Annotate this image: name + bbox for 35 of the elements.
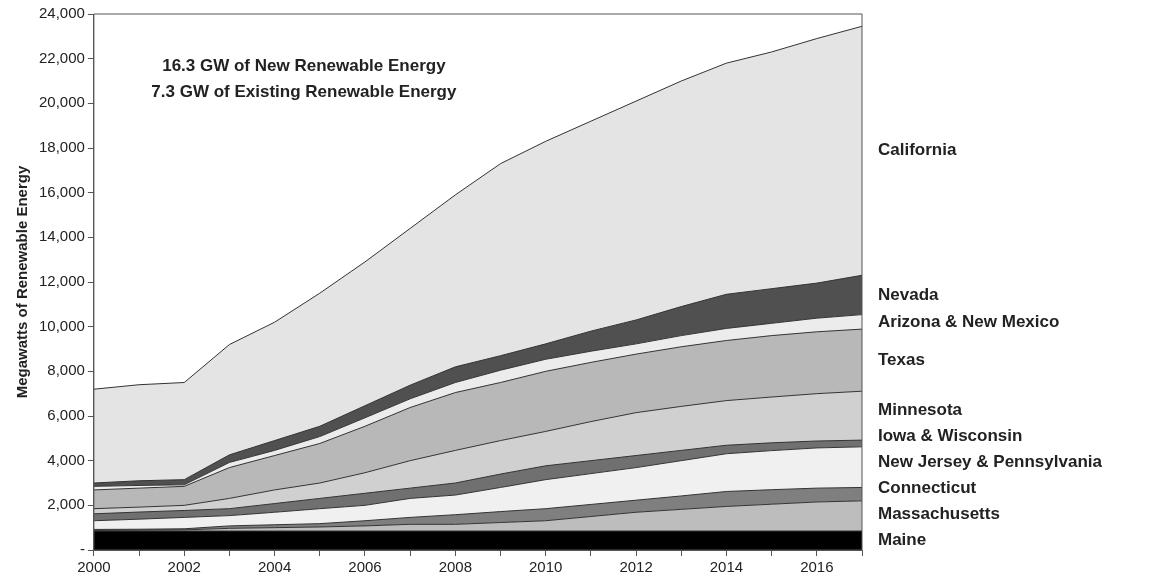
series-label: Iowa & Wisconsin — [878, 426, 1023, 446]
y-tick-label: 20,000 — [38, 93, 85, 111]
x-tick-label: 2000 — [77, 558, 111, 576]
x-tick-label: 2006 — [348, 558, 382, 576]
y-tick-label: 16,000 — [38, 182, 85, 200]
y-tick-label: 4,000 — [47, 450, 85, 468]
x-tick-label: 2016 — [800, 558, 834, 576]
y-tick-label: 12,000 — [38, 272, 85, 290]
series-label: Nevada — [878, 284, 940, 304]
y-tick-label: 22,000 — [38, 48, 85, 66]
series-label: Minnesota — [878, 400, 963, 420]
annotation: 7.3 GW of Existing Renewable Energy — [151, 81, 457, 101]
y-tick-label: 10,000 — [38, 316, 85, 334]
series-label: California — [878, 140, 957, 160]
x-tick-label: 2010 — [529, 558, 563, 576]
annotation: 16.3 GW of New Renewable Energy — [162, 55, 447, 75]
y-axis-title: Megawatts of Renewable Energy — [13, 165, 31, 399]
y-tick-label: 24,000 — [38, 4, 85, 22]
x-tick-label: 2012 — [619, 558, 653, 576]
series-label: New Jersey & Pennsylvania — [878, 452, 1103, 472]
x-tick-label: 2014 — [709, 558, 744, 576]
series-label: Texas — [878, 349, 925, 369]
y-tick-label: 14,000 — [38, 227, 85, 245]
series-label: Massachusetts — [878, 504, 1000, 524]
y-tick-label: 18,000 — [38, 138, 85, 156]
y-tick-label: 8,000 — [47, 361, 85, 379]
series-label: Arizona & New Mexico — [878, 311, 1060, 331]
series-label: Maine — [878, 530, 927, 550]
y-tick-label: - — [79, 540, 85, 558]
x-tick-label: 2004 — [257, 558, 292, 576]
x-tick-label: 2008 — [438, 558, 473, 576]
x-tick-label: 2002 — [167, 558, 201, 576]
y-tick-label: 2,000 — [47, 495, 85, 513]
y-tick-label: 6,000 — [47, 406, 85, 424]
series-label: Connecticut — [878, 478, 977, 498]
